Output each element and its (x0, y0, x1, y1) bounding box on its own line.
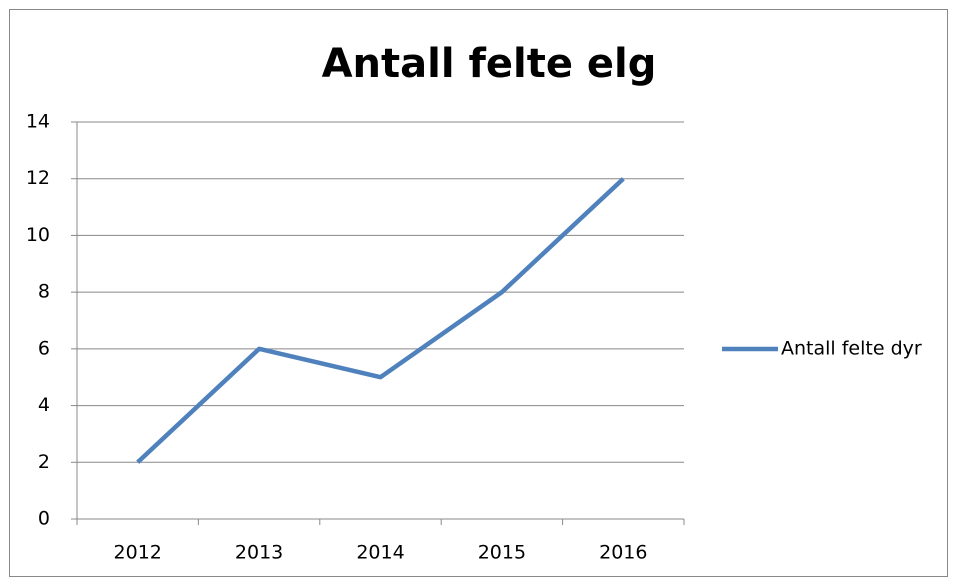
y-tick-label: 14 (26, 111, 50, 133)
series-line (136, 177, 625, 464)
chart-border (9, 9, 948, 577)
x-tick-label: 2015 (478, 542, 526, 564)
y-tick-label: 8 (38, 281, 50, 303)
legend-label: Antall felte dyr (781, 338, 922, 360)
y-tick-label: 0 (38, 508, 50, 530)
x-tick-label: 2016 (599, 542, 647, 564)
y-tick-label: 10 (26, 224, 50, 246)
y-tick-label: 2 (38, 451, 50, 473)
chart-title: Antall felte elg (322, 41, 657, 87)
x-tick-label: 2014 (356, 542, 404, 564)
y-tick-label: 4 (38, 394, 50, 416)
x-tick-label: 2012 (114, 542, 162, 564)
y-tick-label: 12 (26, 167, 50, 189)
y-tick-label: 6 (38, 337, 50, 359)
x-tick-label: 2013 (235, 542, 283, 564)
